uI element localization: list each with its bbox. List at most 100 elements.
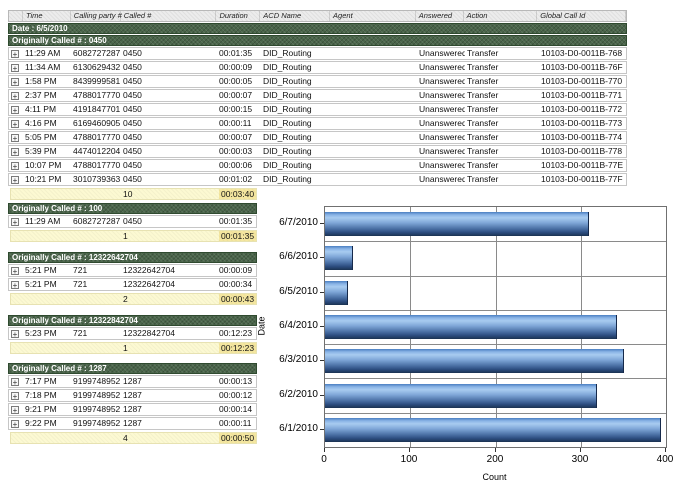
- row-cell: 7:18 PM: [25, 390, 57, 400]
- table-row: +7:17 PM 9199748952 1287 00:00:13: [8, 375, 257, 388]
- table-row: +4:11 PM 4191847701 0450 00:00:15 DID_Routin…: [8, 103, 627, 116]
- row-cell: 11:29 AM: [25, 216, 61, 226]
- column-header-calling-party-[interactable]: Calling party #: [71, 11, 122, 21]
- row-cell: 0450: [123, 146, 142, 156]
- expand-row-icon[interactable]: +: [11, 119, 19, 128]
- row-cell: 1287: [123, 390, 142, 400]
- x-tick-mark: [409, 448, 410, 452]
- table-row: +5:21 PM 721 12322642704 00:00:34: [8, 278, 257, 291]
- row-cell: 0450: [123, 90, 142, 100]
- expand-row-icon[interactable]: +: [11, 161, 19, 170]
- table-row: +10:21 PM 3010739363 0450 00:01:02 DID_Routi…: [8, 173, 627, 186]
- expand-row-icon[interactable]: +: [11, 63, 19, 72]
- summary-total-duration: 00:00:50: [219, 433, 256, 443]
- group-band-label: Originally Called # : 0450: [12, 36, 107, 45]
- row-cell: 0450: [123, 132, 142, 142]
- bar-6-5-2010[interactable]: [325, 281, 348, 305]
- expand-row-icon[interactable]: +: [11, 91, 19, 100]
- row-cell: 00:00:05: [219, 76, 253, 86]
- expand-row-icon[interactable]: +: [11, 280, 19, 289]
- row-cell: Transfer: [467, 132, 499, 142]
- chart-x-axis-label: Count: [482, 472, 507, 482]
- y-category-label: 6/2/2010: [279, 389, 318, 400]
- y-tick-mark: [320, 395, 324, 396]
- row-cell: 6169460905: [73, 118, 121, 128]
- row-cell: Transfer: [467, 160, 499, 170]
- bar-6-3-2010[interactable]: [325, 349, 624, 373]
- x-tick-label: 100: [400, 454, 418, 465]
- expand-row-icon[interactable]: +: [11, 405, 19, 414]
- expand-row-icon[interactable]: +: [11, 329, 19, 338]
- column-header-global-call-id[interactable]: Global Call Id: [537, 11, 626, 21]
- row-cell: 5:39 PM: [25, 146, 57, 156]
- column-header-duration[interactable]: Duration: [216, 11, 261, 21]
- summary-total-duration: 00:03:40: [219, 189, 256, 199]
- expand-row-icon[interactable]: +: [11, 133, 19, 142]
- expand-cell: +: [9, 266, 23, 275]
- row-cell: 0450: [123, 160, 142, 170]
- row-cell: 5:23 PM: [25, 328, 57, 338]
- expand-row-icon[interactable]: +: [11, 175, 19, 184]
- bar-6-1-2010[interactable]: [325, 418, 661, 442]
- row-cell: 00:00:07: [219, 90, 253, 100]
- row-cell: 4:16 PM: [25, 118, 57, 128]
- row-cell: 00:01:35: [219, 48, 253, 58]
- table-row: +7:18 PM 9199748952 1287 00:00:12: [8, 389, 257, 402]
- row-cell: 0450: [123, 118, 142, 128]
- y-category-label: 6/1/2010: [279, 423, 318, 434]
- chart-plot-area: [324, 206, 667, 448]
- expand-cell: +: [9, 77, 23, 86]
- x-tick-mark: [495, 448, 496, 452]
- column-header-agent[interactable]: Agent: [330, 11, 416, 21]
- group-table: Originally Called # : 12322642704 +5:21 P…: [8, 252, 257, 305]
- row-cell: 6082727287: [73, 48, 121, 58]
- expand-row-icon[interactable]: +: [11, 217, 19, 226]
- row-cell: 10103-D0-0011B-770: [541, 76, 623, 86]
- row-cell: Unanswered: [419, 48, 465, 58]
- row-cell: DID_Routing: [263, 160, 312, 170]
- column-header-answered[interactable]: Answered: [416, 11, 464, 21]
- row-cell: Unanswered: [419, 118, 465, 128]
- bar-6-7-2010[interactable]: [325, 212, 589, 236]
- row-cell: 1287: [123, 418, 142, 428]
- group-band-label: Originally Called # : 12322642704: [12, 253, 138, 262]
- column-header-acd-name[interactable]: ACD Name: [260, 11, 331, 21]
- row-cell: 721: [73, 265, 88, 275]
- expand-row-icon[interactable]: +: [11, 391, 19, 400]
- expand-row-icon[interactable]: +: [11, 419, 19, 428]
- row-cell: 5:21 PM: [25, 265, 57, 275]
- table-row: +11:29 AM 6082727287 0450 00:01:35 DID_Routi…: [8, 47, 627, 60]
- bar-6-6-2010[interactable]: [325, 246, 353, 270]
- row-cell: 00:00:06: [219, 160, 253, 170]
- summary-spacer: [11, 231, 121, 241]
- expand-row-icon[interactable]: +: [11, 49, 19, 58]
- expand-row-icon[interactable]: +: [11, 147, 19, 156]
- table-row: +1:58 PM 8439999581 0450 00:00:05 DID_Routin…: [8, 75, 627, 88]
- row-cell: DID_Routing: [263, 118, 312, 128]
- bar-6-4-2010[interactable]: [325, 315, 617, 339]
- expand-row-icon[interactable]: +: [11, 105, 19, 114]
- column-header-called-[interactable]: Called #: [121, 11, 217, 21]
- row-cell: 0450: [123, 104, 142, 114]
- summary-spacer: [11, 189, 121, 199]
- row-cell: 12322842704: [123, 328, 176, 338]
- column-header-time[interactable]: Time: [23, 11, 71, 21]
- expand-row-icon[interactable]: +: [11, 77, 19, 86]
- table-row: +5:05 PM 4788017770 0450 00:00:07 DID_Routin…: [8, 131, 627, 144]
- expand-cell: +: [9, 133, 23, 142]
- x-tick-label: 0: [321, 454, 327, 465]
- expand-row-icon[interactable]: +: [11, 266, 19, 275]
- row-cell: 10103-D0-0011B-774: [541, 132, 623, 142]
- row-cell: 00:00:11: [219, 418, 252, 428]
- row-cell: Unanswered: [419, 90, 465, 100]
- date-group-band: Date : 6/5/2010: [8, 23, 627, 34]
- expand-row-icon[interactable]: +: [11, 377, 19, 386]
- table-row: +11:34 AM 6130629432 0450 00:00:09 DID_Routi…: [8, 61, 627, 74]
- expand-cell: +: [9, 329, 23, 338]
- grid-line-horizontal: [325, 241, 666, 242]
- y-category-label: 6/6/2010: [279, 251, 318, 262]
- row-cell: Transfer: [467, 62, 499, 72]
- group-band: Originally Called # : 100: [8, 203, 257, 214]
- bar-6-2-2010[interactable]: [325, 384, 597, 408]
- column-header-action[interactable]: Action: [464, 11, 538, 21]
